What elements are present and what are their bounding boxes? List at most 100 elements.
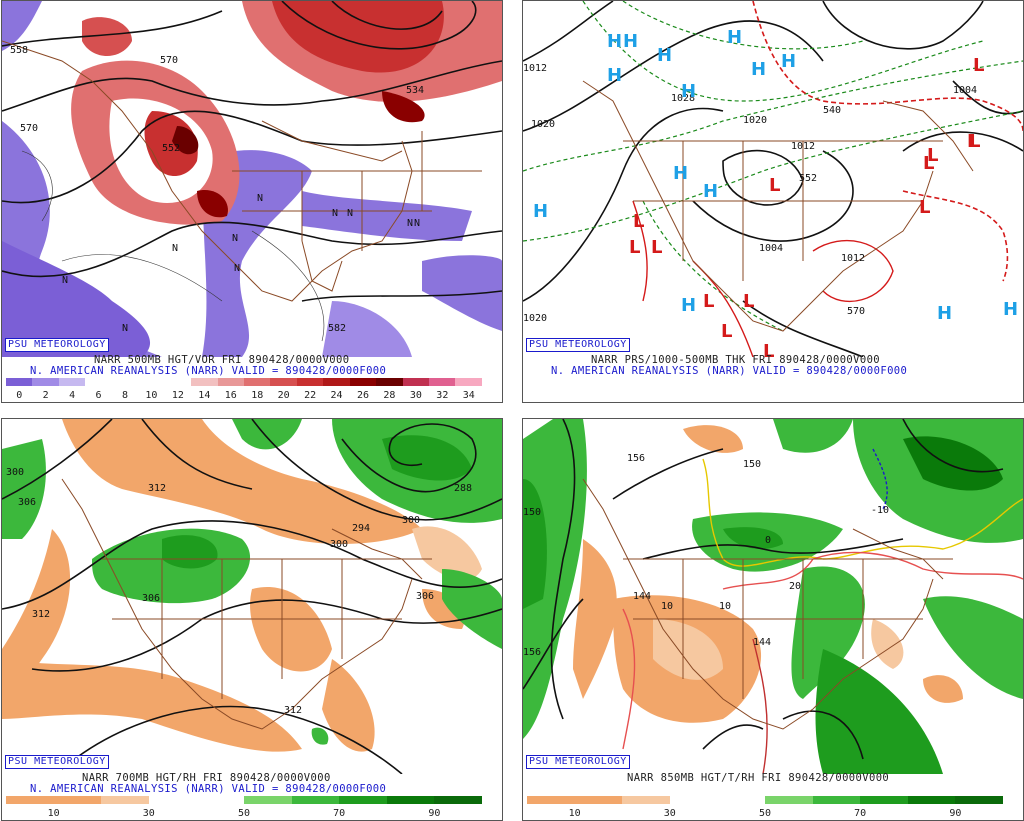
scale-label: 10 — [47, 808, 60, 819]
rh-scale-labels: 10 30 50 70 90 — [6, 808, 482, 820]
panel-title: NARR 850MB HGT/T/RH FRI 890428/0000V000 — [627, 772, 890, 784]
scale-label: 32 — [436, 390, 449, 401]
contour-label: 1020 — [531, 119, 555, 130]
scale-label: 10 — [568, 808, 581, 819]
low-pressure-marker: L — [743, 291, 754, 312]
scale-label: 18 — [251, 390, 264, 401]
contour-label: 144 — [633, 591, 651, 602]
high-pressure-marker: H — [607, 65, 622, 86]
contour-label: 558 — [10, 45, 28, 56]
low-pressure-marker: L — [721, 321, 732, 342]
n-mark: N — [347, 208, 353, 219]
scale-label: 10 — [145, 390, 158, 401]
contour-label: 150 — [743, 459, 761, 470]
panel-title: NARR 700MB HGT/RH FRI 890428/0000V000 — [82, 772, 331, 784]
contour-label: 150 — [523, 507, 541, 518]
contour-label: 534 — [406, 85, 424, 96]
contour-label: 312 — [32, 609, 50, 620]
contour-label: 294 — [352, 523, 370, 534]
rh700-map: 300 306 312 294 288 300 300 306 306 312 312 — [2, 419, 502, 774]
rh-colorbar — [527, 796, 1003, 804]
low-pressure-marker: L — [973, 55, 984, 76]
high-pressure-marker: H — [751, 59, 766, 80]
low-pressure-marker: L — [927, 145, 938, 166]
scale-label: 14 — [198, 390, 211, 401]
contour-label: 1004 — [759, 243, 783, 254]
scale-label: 22 — [304, 390, 317, 401]
high-pressure-marker: H — [673, 163, 688, 184]
n-mark: N — [62, 275, 68, 286]
contour-label: 570 — [160, 55, 178, 66]
rh-scale-labels: 10 30 50 70 90 — [527, 808, 1003, 820]
vorticity-colorbar — [6, 378, 482, 386]
high-pressure-marker: H — [681, 81, 696, 102]
high-pressure-marker: H — [681, 295, 696, 316]
contour-label: 20 — [789, 581, 801, 592]
scale-label: 28 — [383, 390, 396, 401]
low-pressure-marker: L — [969, 131, 980, 152]
n-mark: N — [172, 243, 178, 254]
scale-label: 90 — [949, 808, 962, 819]
scale-label: 8 — [121, 390, 129, 401]
scale-label: 70 — [333, 808, 346, 819]
low-pressure-marker: L — [633, 211, 644, 232]
n-mark: N — [414, 218, 420, 229]
contour-label: 156 — [627, 453, 645, 464]
low-pressure-marker: L — [629, 237, 640, 258]
scale-label: 34 — [462, 390, 475, 401]
contour-label: 1012 — [523, 63, 547, 74]
contour-label: 156 — [523, 647, 541, 658]
low-pressure-marker: L — [923, 153, 934, 174]
n-mark: N — [122, 323, 128, 334]
scale-label: 0 — [16, 390, 23, 401]
n-mark: N — [232, 233, 238, 244]
panel-subtitle: N. AMERICAN REANALYSIS (NARR) VALID = 89… — [551, 365, 908, 377]
vorticity-scale-labels: 0 2 4 6 8 10 12 14 16 18 20 22 24 26 28 30 32 34 — [6, 390, 482, 402]
panel-subtitle: N. AMERICAN REANALYSIS (NARR) VALID = 89… — [30, 365, 387, 377]
scale-label: 30 — [142, 808, 155, 819]
high-pressure-marker: H — [937, 303, 952, 324]
contour-label: 300 — [402, 515, 420, 526]
high-pressure-marker: H — [781, 51, 796, 72]
panel-850mb-temp-rh: 156 150 144 150 156 -10 0 10 10 20 144 PSU METEORO… — [522, 418, 1024, 821]
contour-label: 300 — [330, 539, 348, 550]
panel-500mb-vorticity: 558 570 570 552 582 534 N N N N N N N N N N PSU METEORO… — [1, 0, 503, 403]
contour-label: 300 — [6, 467, 24, 478]
credit-label: PSU METEOROLOGY — [526, 755, 630, 769]
scale-label: 12 — [171, 390, 184, 401]
contour-label: 10 — [661, 601, 673, 612]
high-pressure-marker: H — [533, 201, 548, 222]
contour-label: -10 — [871, 505, 889, 516]
contour-label: 312 — [148, 483, 166, 494]
contour-label: 570 — [20, 123, 38, 134]
scale-label: 26 — [356, 390, 370, 401]
scale-label: 50 — [237, 808, 251, 819]
panel-title: NARR PRS/1000-500MB THK FRI 890428/0000V… — [591, 354, 881, 366]
panel-subtitle: N. AMERICAN REANALYSIS (NARR) VALID = 89… — [30, 783, 387, 795]
low-pressure-marker: L — [769, 175, 780, 196]
contour-label: 1004 — [953, 85, 977, 96]
scale-label: 30 — [663, 808, 676, 819]
contour-label: 1028 — [671, 93, 695, 104]
scale-label: 70 — [854, 808, 867, 819]
n-mark: N — [407, 218, 413, 229]
scale-label: 90 — [428, 808, 441, 819]
pressure-map: 1012 1020 1028 1020 1012 1004 1004 1012 1020 540 5… — [523, 1, 1023, 357]
contour-label: 582 — [328, 323, 346, 334]
contour-label: 306 — [18, 497, 36, 508]
contour-label: 10 — [719, 601, 731, 612]
high-pressure-marker: H — [657, 45, 672, 66]
low-pressure-marker: L — [919, 197, 930, 218]
n-mark: N — [332, 208, 338, 219]
high-pressure-marker: H — [1003, 299, 1018, 320]
contour-label: 306 — [416, 591, 434, 602]
scale-label: 2 — [42, 390, 49, 401]
panel-pressure-thickness: 1012 1020 1028 1020 1012 1004 1004 1012 1020 540 5… — [522, 0, 1024, 403]
low-pressure-marker: L — [703, 291, 714, 312]
contour-label: 570 — [847, 306, 865, 317]
contour-label: 144 — [753, 637, 771, 648]
panel-700mb-rh: 300 306 312 294 288 300 300 306 306 312 312 PSU ME… — [1, 418, 503, 821]
panel-title: NARR 500MB HGT/VOR FRI 890428/0000V000 — [94, 354, 350, 366]
high-pressure-marker: H — [623, 31, 638, 52]
